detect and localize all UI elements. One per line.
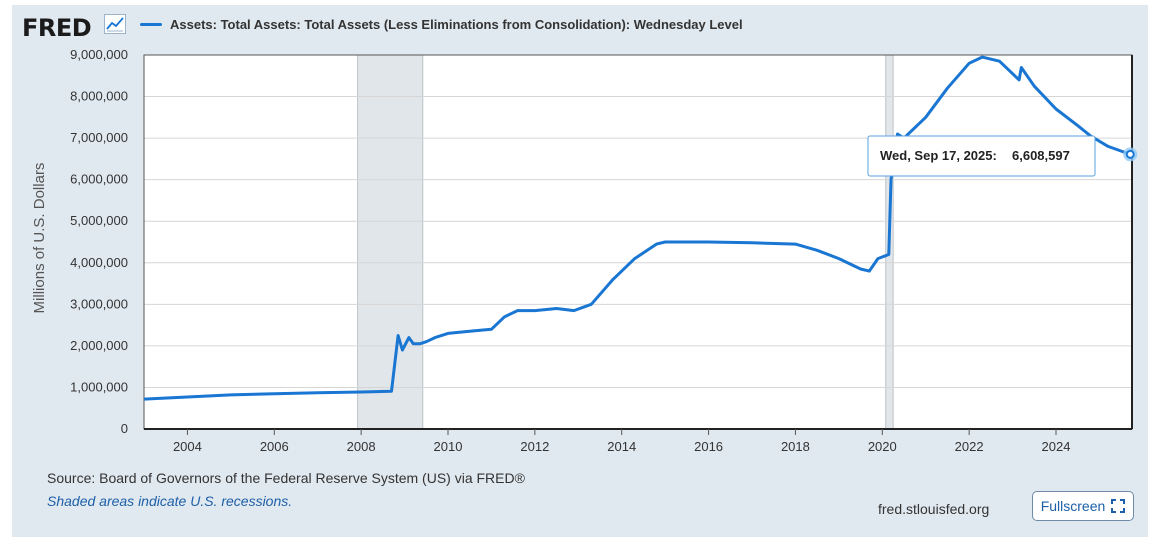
tooltip-value: 6,608,597	[1012, 148, 1070, 163]
tooltip-date: Wed, Sep 17, 2025:	[880, 148, 997, 163]
recession-note: Shaded areas indicate U.S. recessions.	[47, 493, 293, 509]
x-tick-label: 2020	[868, 439, 897, 454]
legend-series-label: Assets: Total Assets: Total Assets (Less…	[170, 17, 743, 32]
x-tick-label: 2004	[173, 439, 202, 454]
y-tick-label: 0	[121, 421, 128, 436]
x-tick-label: 2024	[1042, 439, 1071, 454]
plot-area	[144, 55, 1132, 429]
x-tick-label: 2008	[347, 439, 376, 454]
x-tick-label: 2010	[434, 439, 463, 454]
hover-marker	[1125, 149, 1135, 159]
tooltip-box	[867, 135, 1096, 177]
x-tick-label: 2022	[955, 439, 984, 454]
x-tick-label: 2012	[520, 439, 549, 454]
fred-logo[interactable]: FRED	[22, 14, 92, 42]
chart-legend: Assets: Total Assets: Total Assets (Less…	[140, 17, 743, 32]
chart-line-icon	[104, 14, 126, 34]
x-tick-label: 2006	[260, 439, 289, 454]
y-tick-label: 1,000,000	[70, 379, 128, 394]
y-tick-label: 8,000,000	[70, 89, 128, 104]
legend-swatch	[140, 23, 162, 26]
expand-icon	[1111, 499, 1126, 513]
y-axis-label: Millions of U.S. Dollars	[31, 163, 48, 314]
y-tick-label: 5,000,000	[70, 213, 128, 228]
y-tick-label: 9,000,000	[70, 47, 128, 62]
fullscreen-label: Fullscreen	[1040, 498, 1106, 514]
y-tick-label: 7,000,000	[70, 130, 128, 145]
x-tick-label: 2014	[607, 439, 636, 454]
series-line[interactable]	[143, 55, 1131, 401]
y-tick-label: 4,000,000	[70, 255, 128, 270]
y-tick-label: 6,000,000	[70, 172, 128, 187]
fullscreen-button[interactable]: Fullscreen	[1032, 491, 1134, 521]
x-tick-label: 2018	[781, 439, 810, 454]
source-text: Source: Board of Governors of the Federa…	[47, 470, 525, 486]
y-tick-label: 3,000,000	[70, 296, 128, 311]
x-tick-label: 2016	[694, 439, 723, 454]
site-link[interactable]: fred.stlouisfed.org	[878, 501, 990, 517]
y-tick-label: 2,000,000	[70, 338, 128, 353]
recession-band	[357, 54, 424, 430]
